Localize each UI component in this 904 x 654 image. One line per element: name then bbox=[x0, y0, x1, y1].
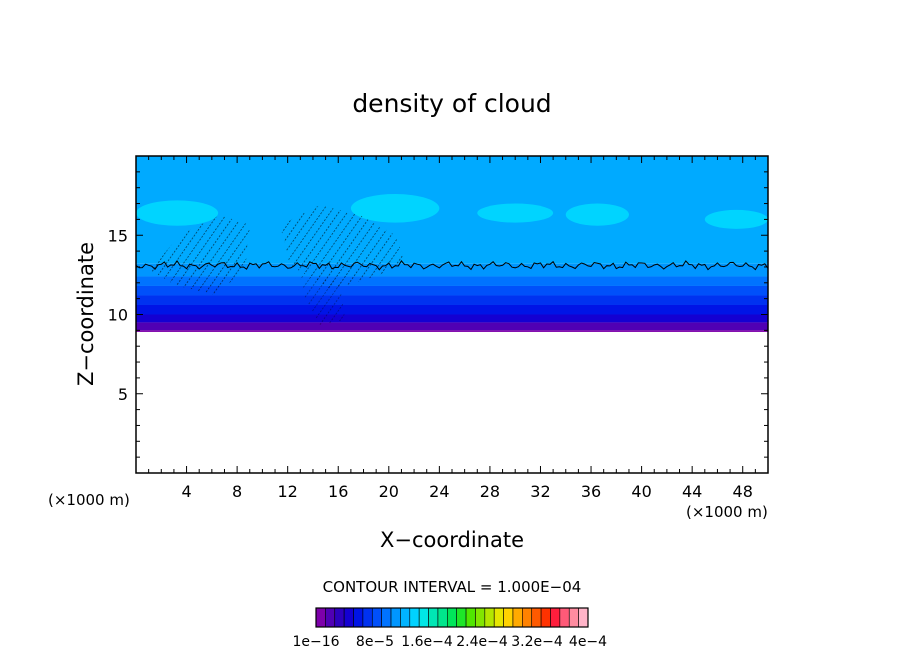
colorbar-swatch bbox=[578, 607, 589, 628]
colorbar-swatch bbox=[400, 607, 411, 628]
x-tick-label: 44 bbox=[682, 482, 702, 501]
colorbar-tick-label: 4e−4 bbox=[569, 634, 607, 650]
wave-region-left bbox=[150, 215, 250, 295]
y-tick-label: 5 bbox=[118, 385, 128, 404]
bright-patch bbox=[350, 194, 440, 223]
colorbar-swatch bbox=[343, 607, 354, 628]
wave-region-lower bbox=[300, 275, 345, 325]
colorbar-swatch bbox=[465, 607, 476, 628]
density-band bbox=[136, 330, 768, 332]
density-band bbox=[136, 322, 768, 331]
x-tick-label: 8 bbox=[232, 482, 242, 501]
x-tick-label: 40 bbox=[631, 482, 651, 501]
x-tick-label: 4 bbox=[181, 482, 191, 501]
colorbar-swatch bbox=[362, 607, 373, 628]
colorbar-tick-label: 2.4e−4 bbox=[456, 634, 508, 650]
x-axis-label: X−coordinate bbox=[380, 528, 524, 552]
bright-patch bbox=[136, 200, 219, 226]
colorbar-swatch bbox=[428, 607, 439, 628]
colorbar-swatch bbox=[390, 607, 401, 628]
y-tick-label: 10 bbox=[108, 306, 128, 325]
colorbar-swatch bbox=[475, 607, 486, 628]
colorbar-swatch bbox=[315, 607, 326, 628]
colorbar-swatch bbox=[550, 607, 561, 628]
x-tick-label: 48 bbox=[733, 482, 753, 501]
wave-region-middle bbox=[280, 205, 405, 290]
bright-patch bbox=[565, 203, 629, 226]
x-tick-label: 20 bbox=[379, 482, 399, 501]
bright-patch bbox=[477, 203, 554, 223]
x-tick-label: 28 bbox=[480, 482, 500, 501]
x-tick-label: 36 bbox=[581, 482, 601, 501]
y-tick-label: 15 bbox=[108, 226, 128, 245]
colorbar-swatch bbox=[371, 607, 382, 628]
colorbar-tick-label: 3.2e−4 bbox=[511, 634, 563, 650]
colorbar-swatch bbox=[381, 607, 392, 628]
colorbar-tick-label: 1e−16 bbox=[292, 634, 339, 650]
colorbar-tick-label: 8e−5 bbox=[356, 634, 394, 650]
x-tick-label: 24 bbox=[429, 482, 449, 501]
colorbar-swatch bbox=[540, 607, 551, 628]
colorbar-swatch bbox=[447, 607, 457, 628]
colorbar-swatch bbox=[456, 607, 467, 628]
wave-texture bbox=[150, 205, 405, 325]
x-unit-label-left: (×1000 m) bbox=[48, 491, 130, 509]
colorbar-swatch bbox=[484, 607, 495, 628]
colorbar-swatch bbox=[325, 607, 336, 628]
colorbar-swatch bbox=[409, 607, 420, 628]
x-unit-label-right: (×1000 m) bbox=[686, 503, 768, 521]
bright-patch bbox=[704, 209, 768, 229]
x-tick-label: 12 bbox=[278, 482, 298, 501]
colorbar bbox=[315, 607, 589, 628]
contour-interval-label: CONTOUR INTERVAL = 1.000E−04 bbox=[323, 578, 582, 596]
colorbar-tick-label: 1.6e−4 bbox=[401, 634, 453, 650]
x-tick-label: 32 bbox=[530, 482, 550, 501]
colorbar-swatch bbox=[334, 607, 345, 628]
colorbar-swatch bbox=[353, 607, 364, 628]
colorbar-labels: 1e−16 8e−5 1.6e−4 2.4e−4 3.2e−4 4e−4 bbox=[292, 634, 607, 650]
density-band bbox=[136, 314, 768, 323]
colorbar-swatch bbox=[493, 607, 504, 628]
colorbar-swatch bbox=[503, 607, 514, 628]
colorbar-swatch bbox=[418, 607, 429, 628]
black-contour-line bbox=[136, 260, 768, 271]
density-band bbox=[136, 304, 768, 315]
colorbar-swatch bbox=[559, 607, 570, 628]
density-band bbox=[136, 285, 768, 296]
colorbar-swatch bbox=[568, 607, 579, 628]
density-band bbox=[136, 295, 768, 305]
colorbar-swatch bbox=[522, 607, 533, 628]
colorbar-swatch bbox=[512, 607, 523, 628]
colorbar-swatch bbox=[531, 607, 542, 628]
y-axis-label: Z−coordinate bbox=[74, 242, 98, 386]
chart-title: density of cloud bbox=[352, 89, 551, 118]
density-band bbox=[136, 276, 768, 286]
colorbar-swatch bbox=[437, 607, 448, 628]
colorbar-frame bbox=[315, 607, 589, 628]
x-tick-label: 16 bbox=[328, 482, 348, 501]
